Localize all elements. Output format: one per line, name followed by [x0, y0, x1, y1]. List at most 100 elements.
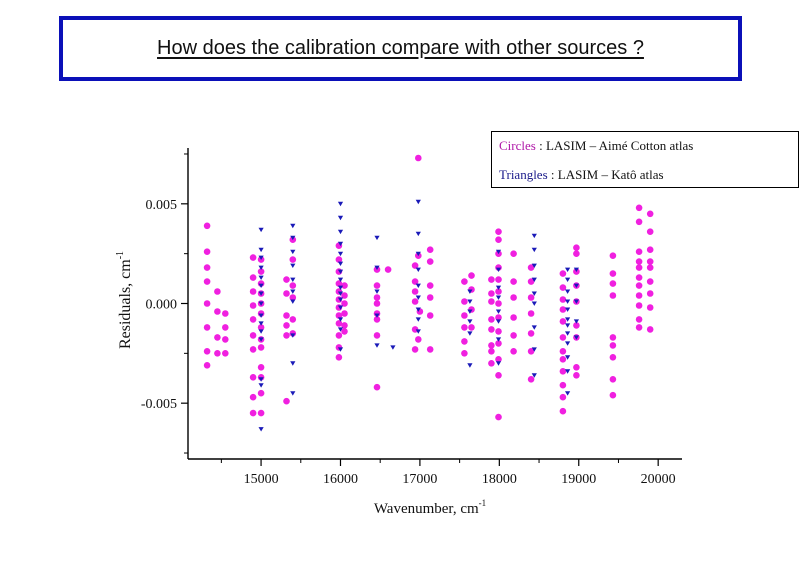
triangle-point: [290, 299, 296, 304]
triangle-point: [415, 283, 421, 288]
circle-point: [461, 338, 468, 345]
circle-point: [495, 288, 502, 295]
circle-point: [510, 332, 517, 339]
slide-title: How does the calibration compare with ot…: [157, 37, 644, 59]
y-tick-label: -0.005: [141, 397, 177, 412]
circle-point: [411, 278, 419, 285]
circle-point: [289, 294, 297, 301]
y-axis-title: Residuals, cm-1: [115, 251, 134, 349]
circle-point: [646, 326, 654, 333]
axes-layer: [181, 148, 682, 466]
circle-point: [573, 322, 580, 329]
legend-circles-entry: Circles : LASIM – Aimé Cotton atlas: [499, 138, 693, 154]
circle-point: [510, 314, 517, 321]
triangle-point: [531, 325, 537, 330]
circle-point: [415, 154, 422, 162]
circle-point: [461, 350, 468, 357]
triangle-point: [337, 261, 344, 266]
circle-point: [214, 308, 221, 315]
circle-point: [646, 304, 654, 311]
circle-point: [249, 254, 257, 261]
circle-point: [488, 360, 495, 367]
triangle-point: [573, 299, 579, 304]
circle-point: [573, 364, 580, 371]
circle-point: [510, 294, 517, 301]
circle-point: [384, 266, 392, 273]
circle-point: [646, 210, 654, 218]
circle-point: [249, 346, 257, 353]
circle-point: [635, 264, 643, 271]
triangle-point: [390, 345, 396, 350]
x-tick-label: 19000: [561, 472, 596, 487]
triangle-point: [258, 291, 264, 296]
circle-point: [527, 264, 535, 271]
circle-point: [249, 288, 257, 295]
y-tick-label: 0.000: [146, 298, 178, 313]
triangle-point: [258, 283, 264, 288]
circle-point: [609, 280, 617, 287]
circle-point: [635, 248, 643, 255]
triangle-point: [565, 307, 571, 312]
x-tick-label: 20000: [641, 472, 676, 487]
circle-point: [527, 294, 535, 301]
circle-point: [257, 268, 265, 275]
triangle-point: [374, 313, 380, 318]
circle-point: [461, 298, 468, 305]
circle-point: [373, 316, 381, 323]
x-tick-label: 17000: [402, 472, 437, 487]
triangle-point: [415, 295, 421, 300]
circle-point: [527, 348, 535, 355]
circle-point: [609, 292, 617, 299]
circle-point: [335, 332, 343, 339]
circle-point: [559, 318, 567, 325]
triangle-point: [258, 301, 264, 306]
circle-point: [203, 222, 211, 230]
circle-point: [609, 342, 617, 349]
triangle-point: [337, 297, 344, 302]
triangle-point: [495, 337, 502, 342]
triangle-point: [290, 235, 296, 241]
triangle-point: [415, 199, 421, 205]
triangle-point: [290, 391, 296, 396]
circle-point: [468, 272, 475, 279]
circle-point: [527, 330, 535, 337]
circle-point: [559, 348, 567, 355]
legend-triangles-text: : LASIM – Katô atlas: [547, 167, 664, 182]
triangle-point: [531, 277, 537, 282]
triangle-point: [337, 347, 344, 352]
circle-point: [222, 310, 229, 317]
triangle-point: [258, 329, 264, 334]
circle-point: [510, 278, 517, 285]
circle-point: [249, 316, 257, 323]
triangle-point: [531, 347, 537, 352]
circle-point: [495, 372, 502, 379]
legend-circles-key: Circles: [499, 138, 536, 153]
circle-point: [646, 290, 654, 297]
circle-point: [411, 262, 419, 269]
triangle-point: [258, 247, 264, 253]
circle-point: [559, 334, 567, 341]
circle-point: [257, 344, 265, 351]
circle-point: [495, 236, 502, 243]
circle-point: [257, 409, 265, 417]
triangle-point: [467, 319, 473, 324]
triangle-point: [565, 267, 571, 272]
circle-point: [635, 258, 643, 265]
circle-point: [573, 244, 580, 251]
circle-point: [249, 274, 257, 281]
circle-point: [249, 332, 257, 339]
circle-point: [289, 256, 297, 263]
triangle-point: [337, 277, 344, 282]
slide-title-box: How does the calibration compare with ot…: [59, 16, 742, 81]
circle-point: [495, 340, 502, 347]
circle-point: [495, 276, 502, 283]
triangle-point: [290, 333, 296, 338]
triangle-point: [565, 323, 571, 328]
circle-point: [257, 389, 265, 397]
triangle-point: [290, 289, 296, 294]
circle-point: [335, 320, 343, 327]
circle-point: [559, 407, 567, 415]
triangle-point: [337, 291, 344, 296]
triangle-point: [495, 267, 502, 272]
circle-point: [426, 294, 434, 301]
